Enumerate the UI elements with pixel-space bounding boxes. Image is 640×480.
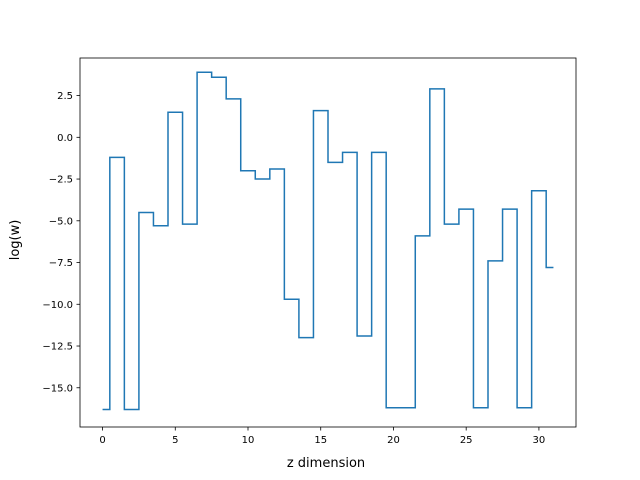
x-tick-label: 5 <box>172 435 178 446</box>
y-tick-label: 2.5 <box>57 91 73 102</box>
axes: 0 5 10 15 20 25 30 −15.0 −12.5 −10.0 −7.5 −5.0 −2.5 0… <box>42 57 577 446</box>
x-tick-label: 30 <box>533 435 546 446</box>
x-tick-label: 20 <box>387 435 400 446</box>
y-tick-label: −10.0 <box>42 300 73 311</box>
y-tick-label: −2.5 <box>49 175 73 186</box>
y-tick-label: −5.0 <box>49 216 73 227</box>
plot-frame <box>79 57 577 428</box>
x-tick-label: 0 <box>99 435 105 446</box>
plot-area <box>102 71 554 411</box>
y-tick-label: −12.5 <box>42 342 73 353</box>
y-tick-label: −15.0 <box>42 383 73 394</box>
y-tick-label: 0.0 <box>57 133 73 144</box>
x-tick-label: 10 <box>242 435 255 446</box>
x-tick-label: 25 <box>460 435 473 446</box>
y-tick-label: −7.5 <box>49 258 73 269</box>
x-tick-label: 15 <box>314 435 327 446</box>
series-line <box>102 71 554 411</box>
y-axis-label: log(w) <box>8 220 23 261</box>
x-axis-label: z dimension <box>287 456 365 471</box>
